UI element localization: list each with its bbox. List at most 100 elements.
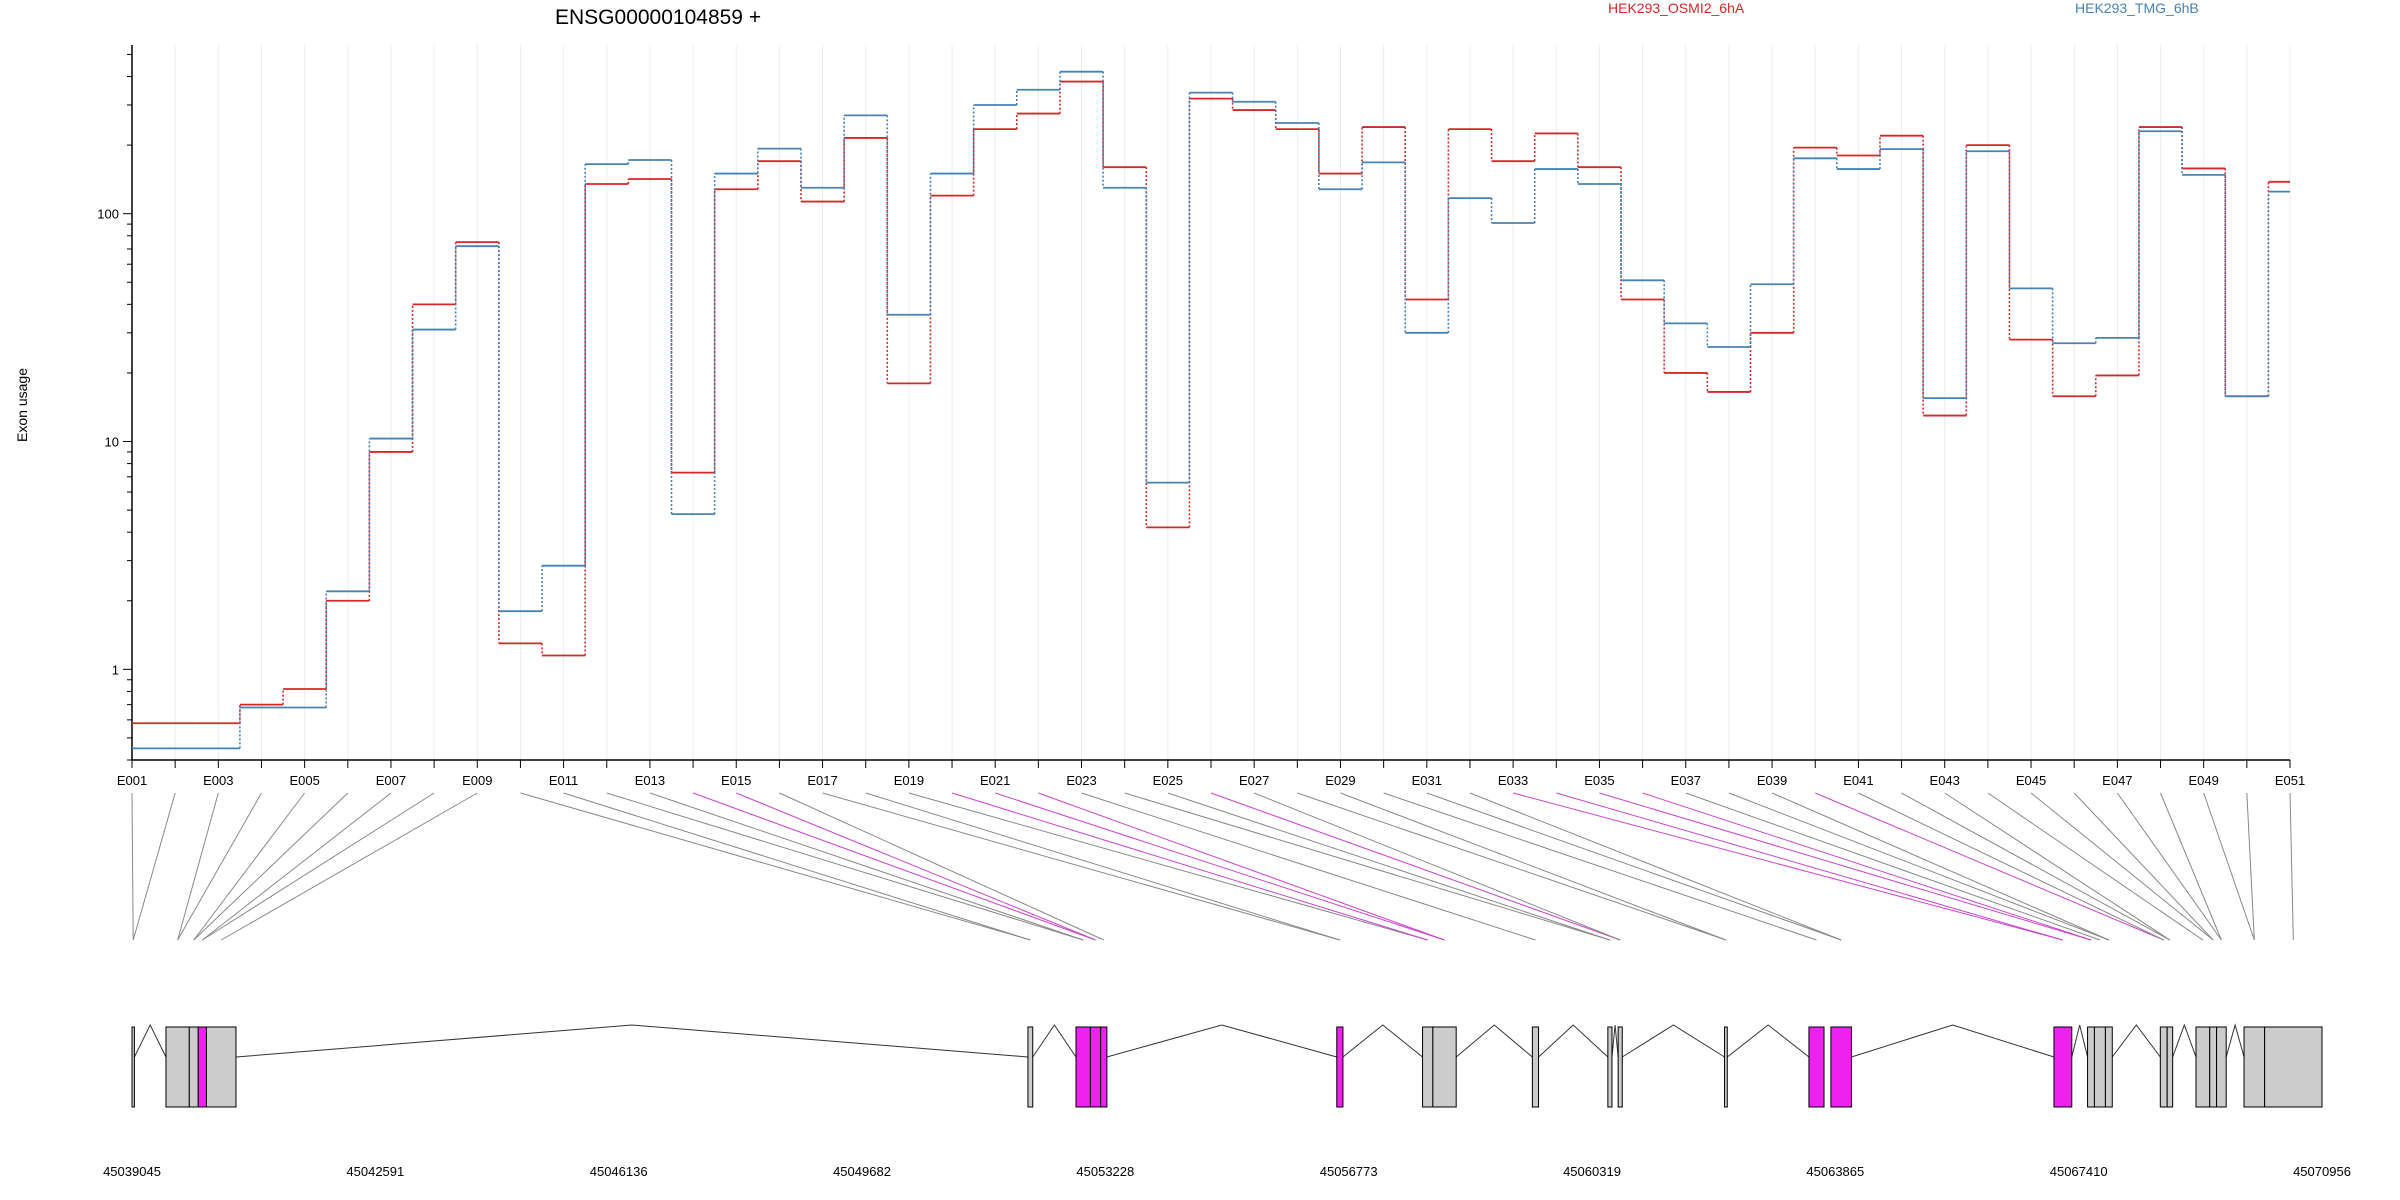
exon-connector (1167, 792, 1611, 941)
x-tick-label: E013 (635, 773, 665, 788)
x-tick-label: E031 (1412, 773, 1442, 788)
exon-block (1075, 1026, 1091, 1108)
x-tick-label: E007 (376, 773, 406, 788)
x-tick-label: E045 (2016, 773, 2046, 788)
intron-line (1455, 1024, 1533, 1058)
coordinate-label: 45067410 (2050, 1164, 2108, 1179)
x-tick-label: E047 (2102, 773, 2132, 788)
exon-block (2093, 1026, 2106, 1108)
exon-connector (995, 792, 1445, 941)
intron-line (2071, 1024, 2089, 1058)
x-tick-label: E009 (462, 773, 492, 788)
exon-connector (736, 792, 1096, 941)
intron-line (2172, 1023, 2197, 1058)
exon-connector (2116, 792, 2222, 941)
exon-connector (865, 792, 1341, 941)
coordinate-label: 45056773 (1320, 1164, 1378, 1179)
x-tick-label: E019 (894, 773, 924, 788)
exon-connector (1858, 792, 2164, 941)
exon-connector (692, 792, 1096, 941)
exon-connector (202, 792, 435, 941)
exon-connector (1297, 792, 1727, 941)
exon-block (1422, 1026, 1434, 1108)
exon-connector (2203, 792, 2255, 941)
exon-connector (606, 792, 1084, 941)
exon-connector (1815, 792, 2164, 941)
x-tick-label: E003 (203, 773, 233, 788)
coordinate-label: 45039045 (103, 1164, 161, 1179)
x-tick-label: E051 (2275, 773, 2305, 788)
exon-connector (779, 792, 1104, 941)
exon-connector (2246, 792, 2255, 941)
exon-block (1100, 1026, 1108, 1108)
exon-connector (2289, 792, 2294, 941)
exon-connector (1210, 792, 1621, 941)
legend-entry-osmi2: HEK293_OSMI2_6hA (1608, 0, 1745, 16)
intron-line (1032, 1024, 1077, 1058)
axes: 1 10 100 E001 E003 E005 E007 E009 E011 E013 E015 E0… (97, 45, 2305, 788)
exon-connector (1987, 792, 2204, 941)
exon-connector (177, 792, 219, 941)
coordinate-label: 45042591 (346, 1164, 404, 1179)
x-tick-label: E029 (1325, 773, 1355, 788)
exon-block (1531, 1026, 1540, 1108)
x-tick-label: E027 (1239, 773, 1269, 788)
exon-connector (1081, 792, 1536, 941)
x-tick-label: E011 (549, 773, 578, 788)
x-tick-label: E001 (117, 773, 147, 788)
exon-connector (908, 792, 1428, 941)
exon-block (1089, 1026, 1102, 1108)
exon-connector (1340, 792, 1727, 941)
exon-connector (1512, 792, 2063, 941)
exon-connector (649, 792, 1084, 941)
exon-connector (1599, 792, 2092, 941)
exon-connector (177, 792, 262, 941)
intron-line (235, 1024, 1028, 1058)
gene-model: 45039045 45042591 45046136 45049682 45053228… (103, 1023, 2351, 1179)
exon-block (1027, 1026, 1034, 1108)
exon-block (1830, 1026, 1852, 1108)
exon-block (2159, 1026, 2168, 1108)
intron-line (1538, 1024, 1609, 1058)
coordinate-label: 45049682 (833, 1164, 891, 1179)
exon-block (1724, 1026, 1728, 1108)
intron-line (1611, 1024, 1619, 1058)
exon-block (2209, 1026, 2218, 1108)
coordinate-label: 45046136 (590, 1164, 648, 1179)
exon-connector (193, 792, 306, 941)
exon-connector (2030, 792, 2214, 941)
exon-block (1808, 1026, 1825, 1108)
exon-block (2166, 1026, 2174, 1108)
exon-connector (1728, 792, 2110, 941)
x-tick-label: E049 (2188, 773, 2218, 788)
exon-connector (1771, 792, 2110, 941)
exon-connector (1383, 792, 1817, 941)
series-layer (132, 70, 2290, 750)
exon-block (1617, 1026, 1623, 1108)
y-tick-label: 1 (112, 662, 119, 677)
exon-block (197, 1026, 207, 1108)
x-tick-label: E005 (289, 773, 319, 788)
legend-entry-tmg: HEK293_TMG_6hB (2075, 0, 2199, 16)
exon-connector (563, 792, 1031, 941)
x-tick-label: E023 (1066, 773, 1096, 788)
exon-block (2264, 1026, 2323, 1108)
coordinate-label: 45070956 (2293, 1164, 2351, 1179)
exon-block (165, 1026, 190, 1108)
x-tick-label: E041 (1843, 773, 1873, 788)
coordinate-label: 45060319 (1563, 1164, 1621, 1179)
coordinate-label: 45063865 (1806, 1164, 1864, 1179)
exon-connector (822, 792, 1340, 941)
exon-block (2216, 1026, 2227, 1108)
x-tick-label: E021 (980, 773, 1010, 788)
x-tick-label: E043 (1930, 773, 1960, 788)
intron-line (133, 1023, 167, 1058)
exon-connector (2073, 792, 2214, 941)
intron-line (1621, 1024, 1725, 1058)
intron-line (1106, 1024, 1337, 1058)
x-tick-label: E017 (807, 773, 837, 788)
intron-line (1851, 1024, 2055, 1058)
exon-connector (2160, 792, 2222, 941)
intron-line (2225, 1023, 2245, 1058)
